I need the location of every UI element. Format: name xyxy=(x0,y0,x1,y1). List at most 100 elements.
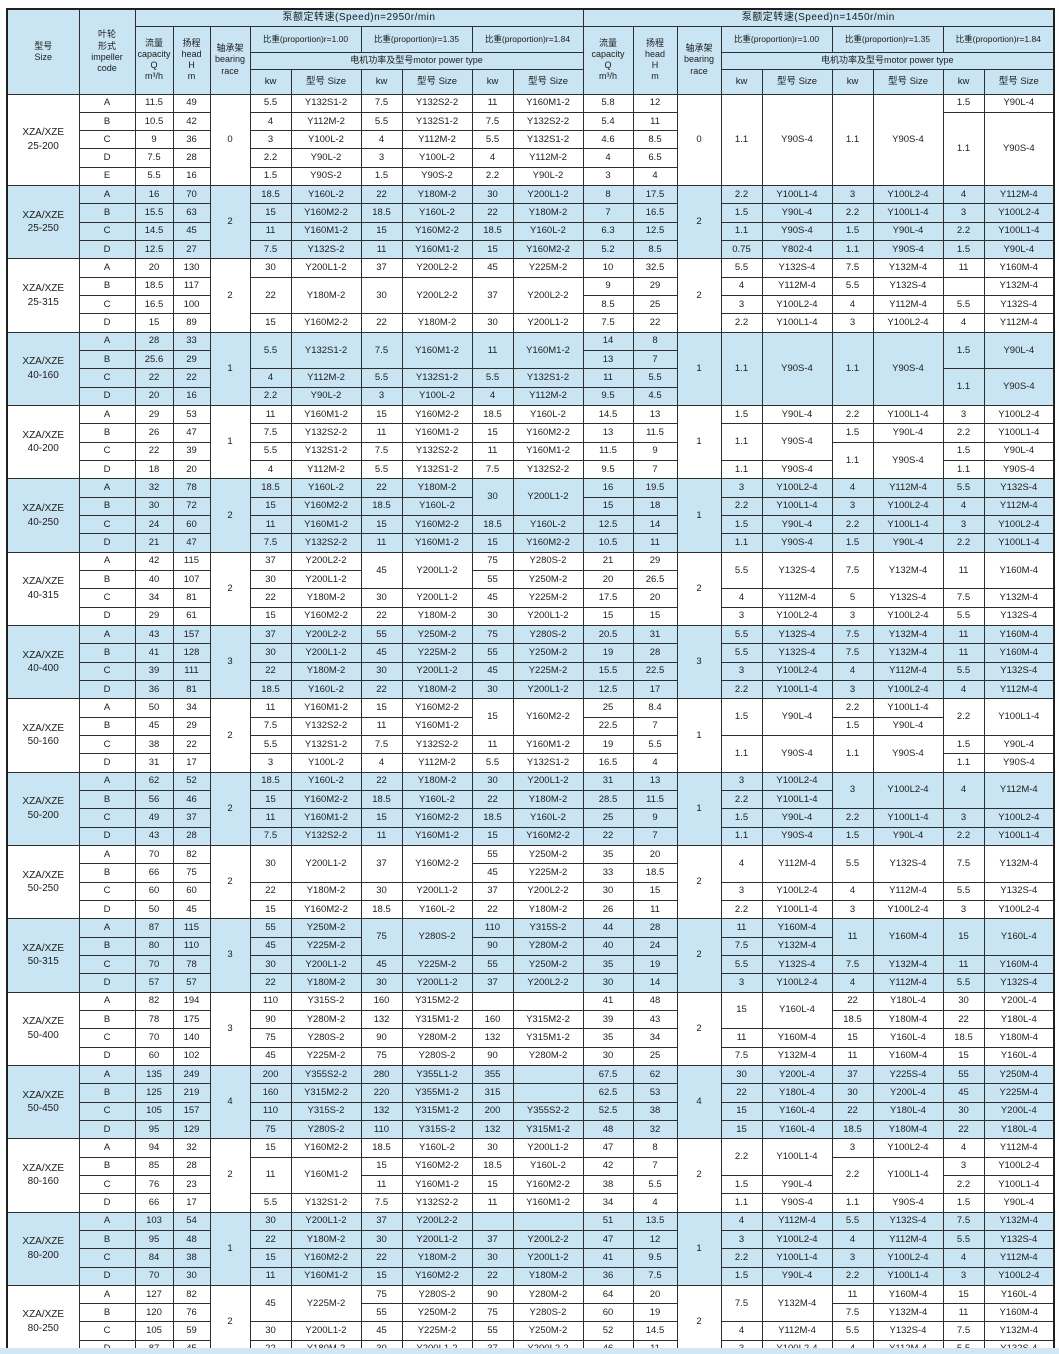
cell: 20.5 xyxy=(582,625,634,645)
cell: 22 xyxy=(249,276,292,315)
cell: 7 xyxy=(632,460,678,480)
bearing-cell: 1 xyxy=(676,771,722,846)
cell: 4 xyxy=(831,478,874,498)
cell: 37 xyxy=(471,276,514,315)
pump-model-cell: XZA/XZE 50-315 xyxy=(6,918,80,993)
cell: Y132M-4 xyxy=(983,1321,1055,1341)
cell: 81 xyxy=(172,588,211,608)
cell: 8 xyxy=(632,1138,678,1158)
cell: Y132S2-2 xyxy=(290,716,362,736)
cell: 23 xyxy=(172,1174,211,1195)
impeller-code-cell: B xyxy=(78,1009,136,1030)
cell: 7.5 xyxy=(249,240,292,260)
bearing-cell: 1 xyxy=(676,405,722,480)
cell: 11 xyxy=(942,625,985,645)
cell: 60 xyxy=(134,1046,174,1066)
cell: Y200L1-2 xyxy=(290,258,362,278)
bearing-cell: 1 xyxy=(676,331,722,407)
cell: 30 xyxy=(360,661,403,682)
table-row: B 56 46 15 Y160M2-2 18.5 Y160L-2 22 Y180M-2 28.5 1… xyxy=(7,789,1054,810)
cell: 21 xyxy=(134,533,174,553)
cell: Y315M1-2 xyxy=(401,1009,473,1030)
cell: 32 xyxy=(134,478,174,498)
cell: Y200L2-2 xyxy=(290,551,362,572)
cell: 18 xyxy=(632,496,678,517)
cell: 194 xyxy=(172,991,211,1011)
cell: 30 xyxy=(360,973,403,993)
cell: 1.1 xyxy=(831,331,874,407)
cell: Y132S2-2 xyxy=(290,826,362,846)
cell: 36 xyxy=(582,1266,634,1286)
bearing-cell: 2 xyxy=(209,258,251,333)
table-row: B 45 29 7.5 Y132S2-2 11 Y160M1-2 22.5 7 1.5 Y90L-4 xyxy=(7,716,1054,736)
cell: Y225M-2 xyxy=(290,936,362,956)
cell: Y132S-4 xyxy=(983,881,1055,901)
cell: 1.1 xyxy=(831,240,874,260)
cell: 22 xyxy=(471,203,514,223)
cell: 53 xyxy=(172,405,211,425)
cell: 1.5 xyxy=(942,93,985,113)
cell: Y112M-4 xyxy=(872,295,944,315)
header-proportion-184-2950: 比重(proportion)r=1.84 xyxy=(471,25,584,53)
cell: 4 xyxy=(942,496,985,517)
cell: 76 xyxy=(134,1174,174,1195)
header-motor-1450: 电机功率及型号motor power type xyxy=(720,51,1055,70)
cell: 45 xyxy=(172,221,211,242)
cell: Y160M2-2 xyxy=(290,606,362,627)
cell: 45 xyxy=(471,863,514,883)
cell: 1.5 xyxy=(831,716,874,736)
cell: 10 xyxy=(582,258,634,278)
cell: Y132S1-2 xyxy=(290,331,362,370)
cell: Y160M2-2 xyxy=(290,203,362,223)
cell: 175 xyxy=(172,1009,211,1030)
cell: 219 xyxy=(172,1083,211,1103)
cell: Y160L-2 xyxy=(512,221,584,242)
cell: 5.5 xyxy=(942,661,985,682)
cell: Y132M-4 xyxy=(983,276,1055,297)
cell: Y200L2-2 xyxy=(401,276,473,315)
cell: 200 xyxy=(249,1064,292,1085)
cell: Y132S2-2 xyxy=(290,533,362,553)
cell: 70 xyxy=(134,844,174,865)
cell: 45 xyxy=(249,936,292,956)
cell: Y132S-4 xyxy=(872,588,944,608)
cell: 3 xyxy=(831,1248,874,1268)
cell: Y250M-2 xyxy=(512,570,584,590)
cell: Y112M-4 xyxy=(872,478,944,498)
cell: Y100L-2 xyxy=(401,386,473,407)
bearing-cell: 2 xyxy=(676,258,722,333)
cell: Y112M-2 xyxy=(290,460,362,480)
cell: Y112M-4 xyxy=(761,588,833,608)
cell: Y200L1-2 xyxy=(401,1229,473,1250)
cell: 59 xyxy=(172,1321,211,1341)
header-capacity-2950: 流量 capacity Q m³/h xyxy=(134,25,174,95)
table-row: C 105 59 30 Y200L1-2 45 Y225M-2 55 Y250M-2 52 14.5… xyxy=(7,1321,1055,1341)
cell: 28 xyxy=(632,643,678,663)
cell: Y160L-2 xyxy=(512,808,584,828)
cell: 11 xyxy=(942,1303,985,1323)
cell: 13 xyxy=(582,423,634,443)
cell: 5.5 xyxy=(720,625,763,645)
cell: 62 xyxy=(134,771,174,791)
cell: Y160L-4 xyxy=(761,1119,833,1140)
cell: 37 xyxy=(249,551,292,572)
cell: Y200L1-2 xyxy=(290,570,362,590)
cell: 18.5 xyxy=(360,496,403,517)
cell: 9 xyxy=(632,441,678,462)
cell: Y90L-4 xyxy=(761,1266,833,1286)
cell: 22 xyxy=(360,1248,403,1268)
cell: 33 xyxy=(172,331,211,352)
cell: 17.5 xyxy=(582,588,634,608)
cell: 15 xyxy=(249,203,292,223)
cell: 84 xyxy=(134,1248,174,1268)
cell: 4 xyxy=(720,588,763,608)
cell: 11 xyxy=(471,93,514,113)
cell: 20 xyxy=(632,588,678,608)
cell: 110 xyxy=(172,936,211,956)
cell: 19 xyxy=(582,734,634,755)
cell: 132 xyxy=(360,1009,403,1030)
cell: 7.5 xyxy=(720,1284,763,1323)
cell: 14.5 xyxy=(134,221,174,242)
cell: 1.1 xyxy=(720,221,763,242)
